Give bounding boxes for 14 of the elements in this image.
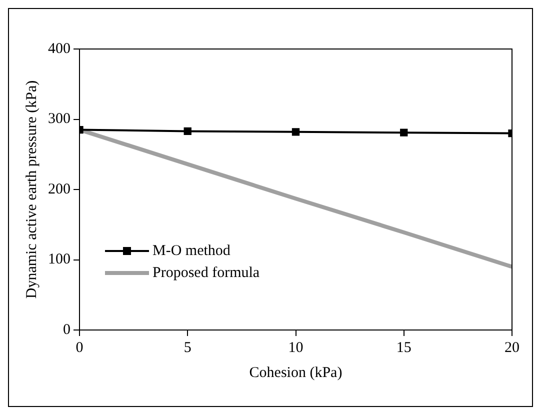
- legend-label: Proposed formula: [152, 264, 260, 282]
- x-tick-label: 15: [396, 340, 412, 356]
- y-axis-title: Dynamic active earth pressure (kPa): [24, 80, 40, 299]
- x-tick-label: 10: [288, 340, 304, 356]
- x-tick-label: 0: [76, 340, 84, 356]
- x-tick-label: 5: [184, 340, 192, 356]
- y-tick-label: 100: [48, 252, 70, 268]
- y-tick-label: 0: [63, 322, 70, 338]
- x-axis-title: Cohesion (kPa): [249, 364, 342, 381]
- y-tick-label: 200: [48, 181, 70, 198]
- x-tick-label: 20: [504, 340, 520, 356]
- y-tick-label: 300: [48, 111, 70, 128]
- y-tick-label: 400: [48, 40, 70, 57]
- legend-label: M-O method: [152, 242, 230, 260]
